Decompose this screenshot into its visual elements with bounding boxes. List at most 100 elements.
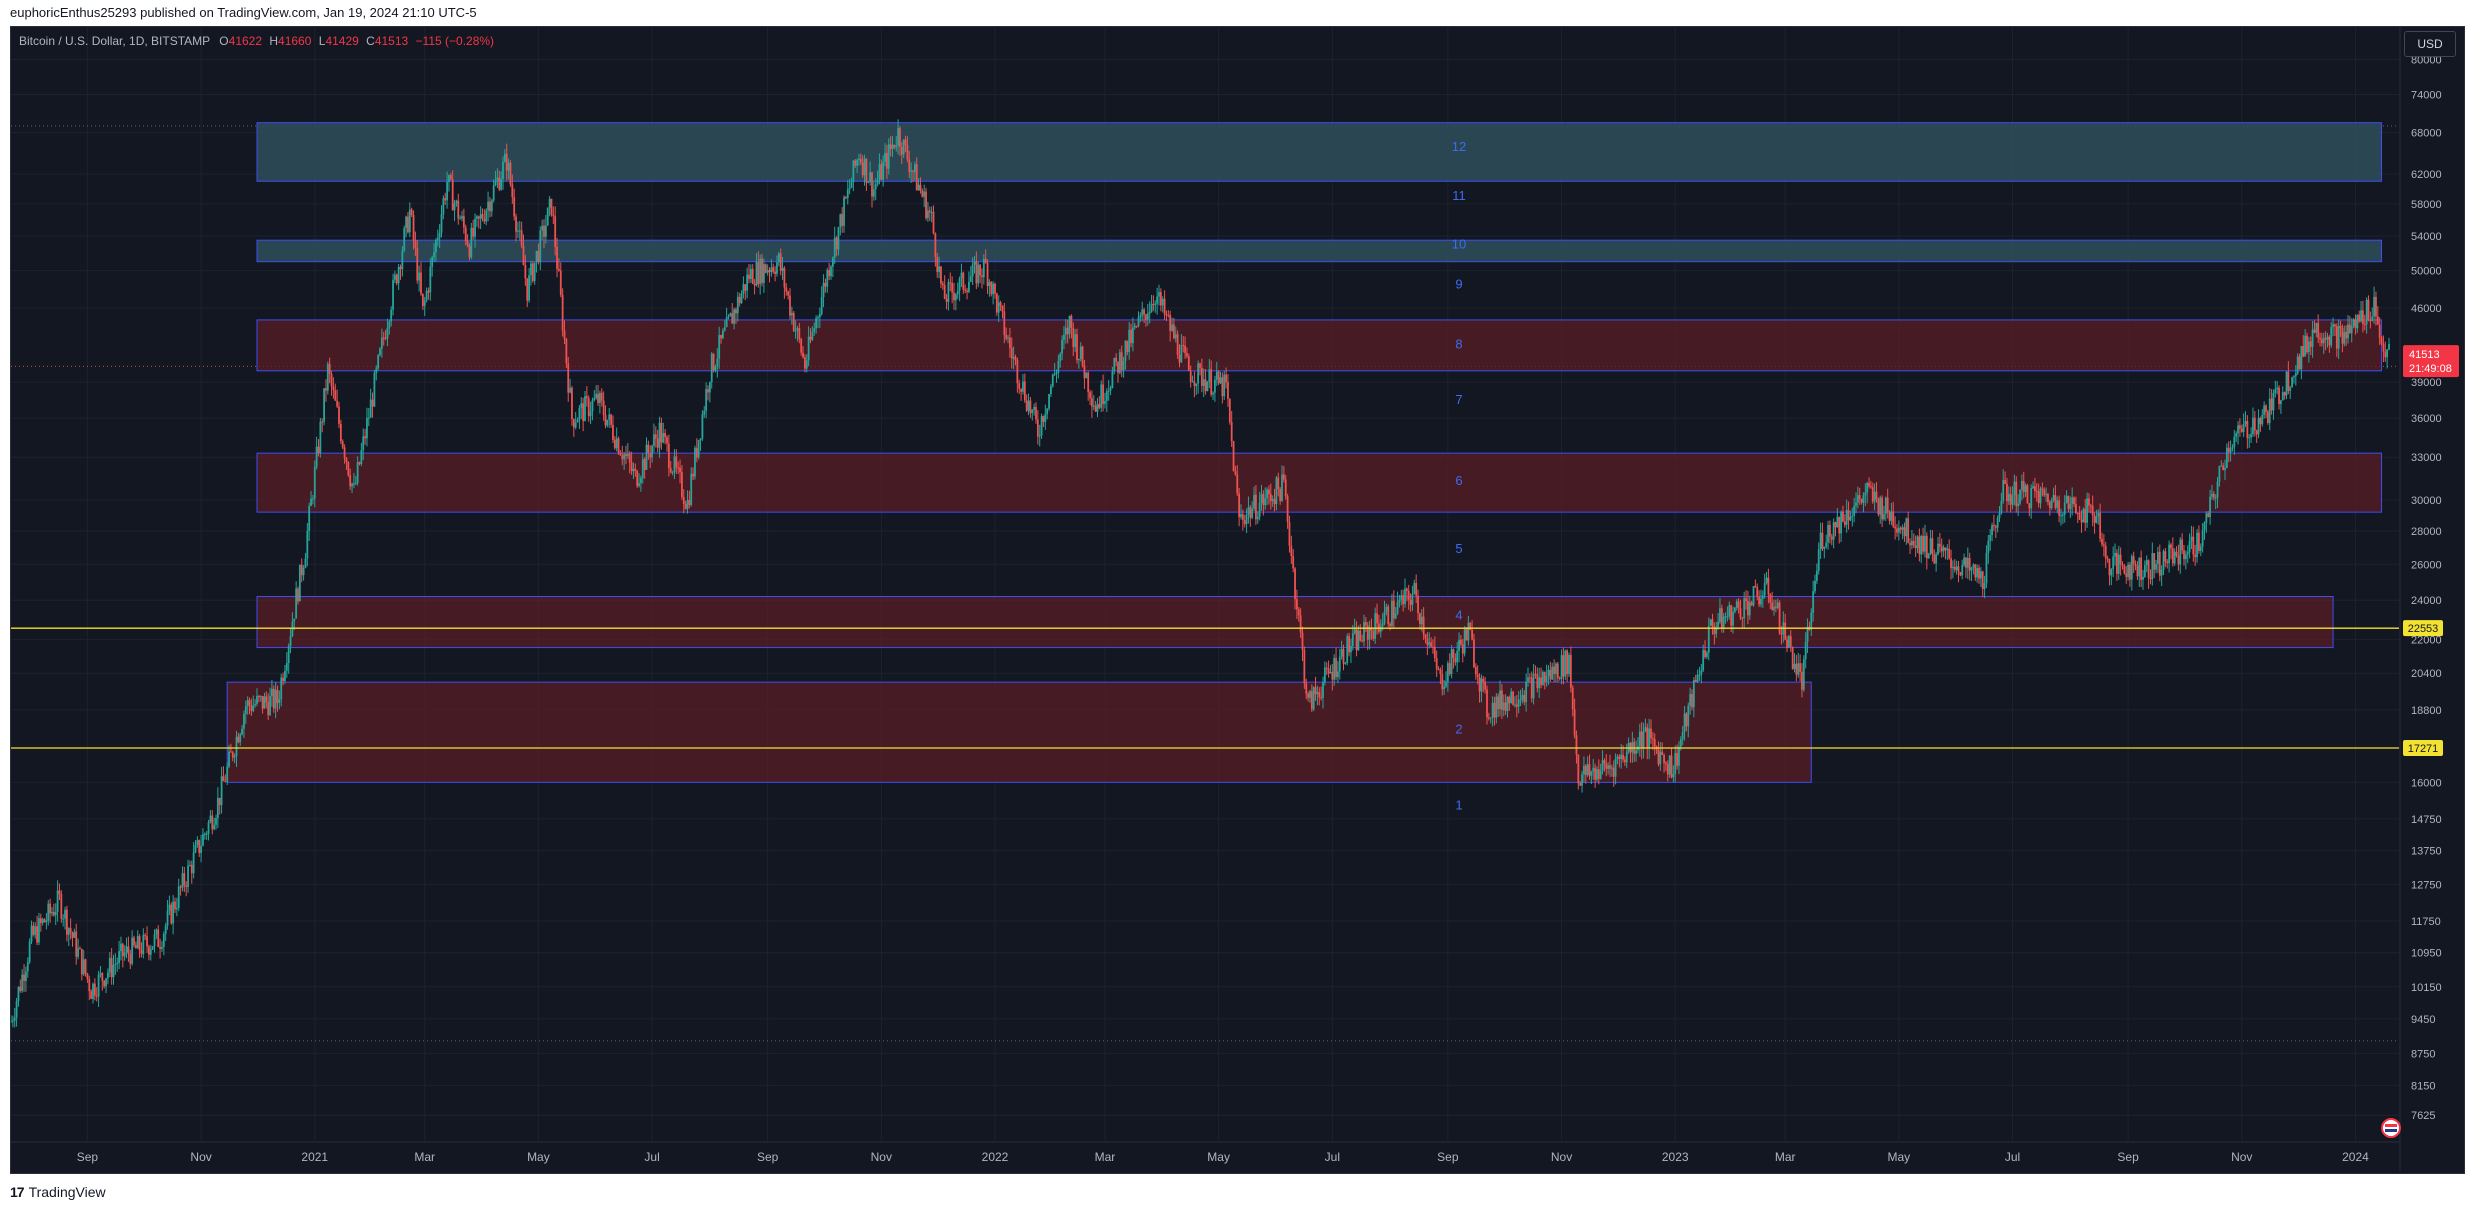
candle-body <box>1577 754 1580 784</box>
candle-body <box>1385 606 1388 612</box>
candle-body <box>172 901 175 924</box>
candle-body <box>1793 663 1796 669</box>
candle-body <box>1407 590 1410 600</box>
currency-button[interactable]: USD <box>2404 31 2456 57</box>
candle-body <box>1689 694 1692 706</box>
candle-body <box>1894 526 1897 529</box>
candle-body <box>962 272 965 290</box>
candle-body <box>472 227 475 237</box>
candle-body <box>1955 566 1958 570</box>
candle-body <box>1070 315 1073 328</box>
candle-body <box>1320 697 1323 699</box>
price-tick-label: 12750 <box>2411 879 2442 891</box>
candle-body <box>330 374 333 387</box>
time-tick-label: Sep <box>2117 1150 2139 1164</box>
candle-body <box>1344 662 1347 664</box>
brand-name: TradingView <box>28 1184 106 1200</box>
candle-body <box>951 282 954 293</box>
candle-body <box>1707 625 1710 653</box>
candle-body <box>694 447 696 477</box>
candle-body <box>904 139 907 146</box>
candle-body <box>531 263 534 282</box>
candle-body <box>153 934 156 947</box>
candle-body <box>474 218 476 237</box>
candle-body <box>1499 690 1501 710</box>
candle-body <box>408 209 411 233</box>
candle-body <box>524 265 527 279</box>
candle-body <box>319 421 322 454</box>
candle-body <box>492 185 495 201</box>
candle-body <box>2244 421 2247 425</box>
candle-body <box>1424 634 1427 639</box>
price-chart[interactable]: 12 11 10 9 8 7 6 5 4 2 1 22553 17271 80000 74000 68000 6… <box>11 27 2464 1173</box>
candle-body <box>1333 658 1336 680</box>
candle-body <box>2030 488 2033 509</box>
tradingview-brand[interactable]: 17 TradingView <box>10 1184 106 1200</box>
candle-body <box>1508 696 1511 704</box>
candle-body <box>982 258 985 278</box>
candle-body <box>1715 626 1718 635</box>
candle-body <box>1167 314 1170 316</box>
candle-body <box>2171 548 2174 564</box>
candle-body <box>1929 538 1932 554</box>
chart-pane[interactable]: 12 11 10 9 8 7 6 5 4 2 1 22553 17271 80000 74000 68000 6… <box>10 26 2465 1174</box>
candle-body <box>84 959 87 974</box>
candle-body <box>517 230 519 232</box>
candle-body <box>1249 507 1252 518</box>
candle-body <box>938 266 940 272</box>
candle-body <box>720 335 722 339</box>
candle-body <box>891 144 894 149</box>
candle-body <box>1814 580 1816 592</box>
candle-body <box>203 833 206 835</box>
candle-body <box>1888 512 1891 521</box>
candle-body <box>121 943 124 957</box>
candle-body <box>975 261 978 284</box>
candle-body <box>1651 738 1654 740</box>
candle-body <box>420 272 422 294</box>
low-value: 41429 <box>325 34 359 48</box>
candle-body <box>1376 613 1378 624</box>
candle-body <box>776 262 778 274</box>
candle-body <box>956 290 959 295</box>
candle-body <box>1903 527 1906 537</box>
candle-body <box>1482 678 1485 682</box>
candle-body <box>675 456 678 468</box>
candle-body <box>2175 551 2178 556</box>
zone-number-label: 6 <box>1455 473 1462 488</box>
candle-body <box>602 400 605 416</box>
candle-body <box>151 946 154 950</box>
candle-body <box>164 925 167 934</box>
candle-body <box>401 250 404 270</box>
candle-body <box>811 331 814 340</box>
candle-body <box>17 986 20 1002</box>
candle-body <box>798 328 801 340</box>
candle-body <box>93 983 96 996</box>
candle-body <box>213 824 216 830</box>
candle-body <box>52 911 55 916</box>
candle-body <box>2022 480 2025 493</box>
candle-body <box>315 446 318 467</box>
candle-body <box>1709 619 1712 626</box>
candle-body <box>943 285 946 299</box>
candle-body <box>1931 538 1934 555</box>
candle-body <box>1271 499 1274 502</box>
candle-body <box>1275 477 1278 505</box>
candle-body <box>412 214 415 241</box>
candle-body <box>954 294 957 301</box>
candle-body <box>101 973 104 981</box>
candle-body <box>2035 491 2038 493</box>
candle-body <box>2108 558 2111 576</box>
candle-body <box>1679 739 1682 747</box>
candle-body <box>403 228 406 251</box>
candle-body <box>1864 492 1867 496</box>
candle-body <box>839 214 842 228</box>
candle-body <box>770 267 773 273</box>
candle-body <box>1847 510 1850 521</box>
zone-number-label: 11 <box>1452 188 1466 203</box>
candle-body <box>2227 447 2230 453</box>
candle-body <box>267 702 270 716</box>
candle-body <box>287 646 290 663</box>
candle-body <box>1383 611 1386 624</box>
candle-body <box>1952 566 1954 569</box>
candle-body <box>878 164 881 180</box>
